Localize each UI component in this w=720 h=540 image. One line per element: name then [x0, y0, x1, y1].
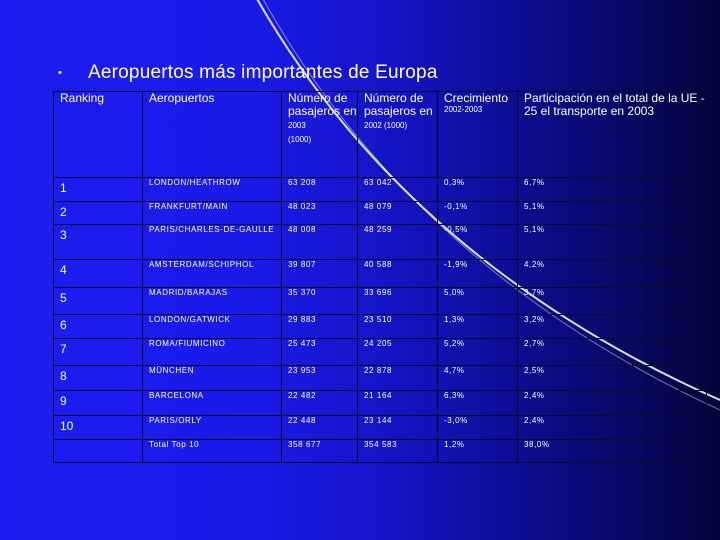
growth-cell: -1,9%	[437, 259, 518, 288]
passengers-2002-cell: 354 583	[357, 439, 438, 463]
header-passengers-2002: Número de pasajeros en 2002 (1000)	[357, 91, 438, 178]
rank-cell: 10	[53, 415, 143, 440]
passengers-2002-cell: 40 588	[357, 259, 438, 288]
passengers-2002-cell: 63 042	[357, 177, 438, 202]
airport-cell: LONDON/GATWICK	[142, 314, 282, 339]
share-cell: 5,1%	[517, 224, 707, 260]
growth-cell: 0,3%	[437, 177, 518, 202]
share-cell: 2,4%	[517, 390, 707, 416]
table-row: 9 BARCELONA 22 482 21 164 6,3% 2,4%	[53, 390, 707, 416]
passengers-2003-cell: 22 448	[281, 415, 358, 440]
airport-cell: FRANKFURT/MAIN	[142, 201, 282, 225]
slide-title: Aeropuertos más importantes de Europa	[88, 62, 438, 83]
growth-cell: 5,0%	[437, 287, 518, 315]
rank-cell: 1	[53, 177, 143, 202]
share-cell: 5,1%	[517, 201, 707, 225]
rank-cell: 5	[53, 287, 143, 315]
airport-cell: PARIS/ORLY	[142, 415, 282, 440]
table-row: 7 ROMA/FIUMICINO 25 473 24 205 5,2% 2,7%	[53, 338, 707, 366]
table-row: 8 MÜNCHEN 23 953 22 878 4,7% 2,5%	[53, 365, 707, 391]
header-passengers-2003: Número de pasajeros en 2003 (1000)	[281, 91, 358, 178]
passengers-2003-cell: 358 677	[281, 439, 358, 463]
rank-cell: 3	[53, 224, 143, 260]
airport-cell: MÜNCHEN	[142, 365, 282, 391]
passengers-2003-cell: 48 008	[281, 224, 358, 260]
table-row: 4 AMSTERDAM/SCHIPHOL 39 807 40 588 -1,9% 4,2%	[53, 259, 707, 288]
share-cell: 2,5%	[517, 365, 707, 391]
passengers-2003-cell: 39 807	[281, 259, 358, 288]
growth-cell: 6,3%	[437, 390, 518, 416]
header-growth: Crecimiento 2002-2003	[437, 91, 518, 178]
airport-cell: MADRID/BARAJAS	[142, 287, 282, 315]
total-row: Total Top 10 358 677 354 583 1,2% 38,0%	[53, 439, 707, 463]
table-row: 5 MADRID/BARAJAS 35 370 33 696 5,0% 3,7%	[53, 287, 707, 315]
passengers-2002-cell: 23 510	[357, 314, 438, 339]
growth-cell: -0,5%	[437, 224, 518, 260]
growth-cell: 5,2%	[437, 338, 518, 366]
airport-cell: PARIS/CHARLES-DE-GAULLE	[142, 224, 282, 260]
passengers-2002-cell: 33 696	[357, 287, 438, 315]
table-row: 10 PARIS/ORLY 22 448 23 144 -3,0% 2,4%	[53, 415, 707, 440]
passengers-2003-cell: 23 953	[281, 365, 358, 391]
header-ranking: Ranking	[53, 91, 143, 178]
growth-cell: 4,7%	[437, 365, 518, 391]
airport-cell: Total Top 10	[142, 439, 282, 463]
passengers-2003-cell: 35 370	[281, 287, 358, 315]
airport-cell: BARCELONA	[142, 390, 282, 416]
passengers-2003-cell: 63 208	[281, 177, 358, 202]
table-row: 3 PARIS/CHARLES-DE-GAULLE 48 008 48 259 -0,5…	[53, 224, 707, 260]
passengers-2003-cell: 22 482	[281, 390, 358, 416]
passengers-2003-cell: 25 473	[281, 338, 358, 366]
growth-cell: -0,1%	[437, 201, 518, 225]
airport-cell: LONDON/HEATHROW	[142, 177, 282, 202]
passengers-2002-cell: 22 878	[357, 365, 438, 391]
share-cell: 6,7%	[517, 177, 707, 202]
rank-cell: 4	[53, 259, 143, 288]
passengers-2002-cell: 21 164	[357, 390, 438, 416]
passengers-2002-cell: 48 259	[357, 224, 438, 260]
airport-cell: AMSTERDAM/SCHIPHOL	[142, 259, 282, 288]
growth-cell: 1,2%	[437, 439, 518, 463]
share-cell: 4,2%	[517, 259, 707, 288]
airports-table: Ranking Aeropuertos Número de pasajeros …	[53, 91, 707, 463]
header-airports: Aeropuertos	[142, 91, 282, 178]
passengers-2003-cell: 48 023	[281, 201, 358, 225]
table-row: 1 LONDON/HEATHROW 63 208 63 042 0,3% 6,7%	[53, 177, 707, 202]
share-cell: 2,4%	[517, 415, 707, 440]
slide-title-row: • Aeropuertos más importantes de Europa	[58, 60, 438, 86]
growth-cell: 1,3%	[437, 314, 518, 339]
table-row: 6 LONDON/GATWICK 29 883 23 510 1,3% 3,2%	[53, 314, 707, 339]
passengers-2003-cell: 29 883	[281, 314, 358, 339]
share-cell: 2,7%	[517, 338, 707, 366]
table-row: 2 FRANKFURT/MAIN 48 023 48 079 -0,1% 5,1%	[53, 201, 707, 225]
rank-cell: 6	[53, 314, 143, 339]
table-header-row: Ranking Aeropuertos Número de pasajeros …	[53, 91, 707, 178]
share-cell: 38,0%	[517, 439, 707, 463]
passengers-2002-cell: 48 079	[357, 201, 438, 225]
bullet-icon: •	[58, 67, 62, 79]
passengers-2002-cell: 24 205	[357, 338, 438, 366]
share-cell: 3,2%	[517, 314, 707, 339]
growth-cell: -3,0%	[437, 415, 518, 440]
header-share: Participación en el total de la UE - 25 …	[517, 91, 707, 178]
rank-cell: 9	[53, 390, 143, 416]
rank-cell	[53, 439, 143, 463]
rank-cell: 2	[53, 201, 143, 225]
rank-cell: 7	[53, 338, 143, 366]
share-cell: 3,7%	[517, 287, 707, 315]
airport-cell: ROMA/FIUMICINO	[142, 338, 282, 366]
passengers-2002-cell: 23 144	[357, 415, 438, 440]
rank-cell: 8	[53, 365, 143, 391]
